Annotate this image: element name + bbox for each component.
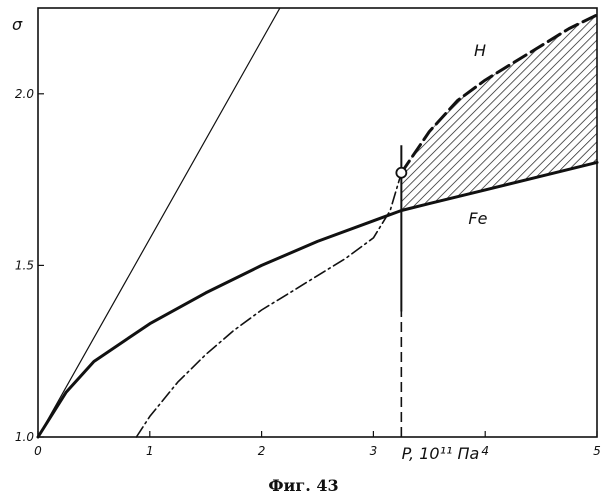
series-label-fe: Fe [468, 209, 487, 228]
x-axis-title: P, 10¹¹ Па [402, 444, 480, 463]
figure-caption: Фиг. 43 [0, 476, 607, 495]
x-tick-label: 4 [481, 444, 489, 458]
y-tick-label: 2.0 [15, 87, 34, 101]
x-tick-label: 3 [370, 444, 378, 458]
y-tick-label: 1.0 [15, 430, 34, 444]
x-tick-label: 2 [258, 444, 266, 458]
series-line-0 [38, 0, 290, 437]
series-label-h: H [474, 41, 486, 60]
series-line-fe [38, 162, 597, 437]
transition-point-marker [396, 168, 406, 178]
hatched-region [401, 15, 597, 211]
x-tick-label: 1 [146, 444, 154, 458]
chart: 0 1 2 3 4 5 1.0 1.5 2.0 σ P, 10¹¹ Па H Fe [0, 0, 607, 470]
x-tick-label: 0 [34, 444, 42, 458]
y-axis-title: σ [12, 15, 23, 34]
y-tick-label: 1.5 [15, 258, 34, 272]
series-line-2 [136, 173, 401, 437]
x-tick-label: 5 [593, 444, 601, 458]
